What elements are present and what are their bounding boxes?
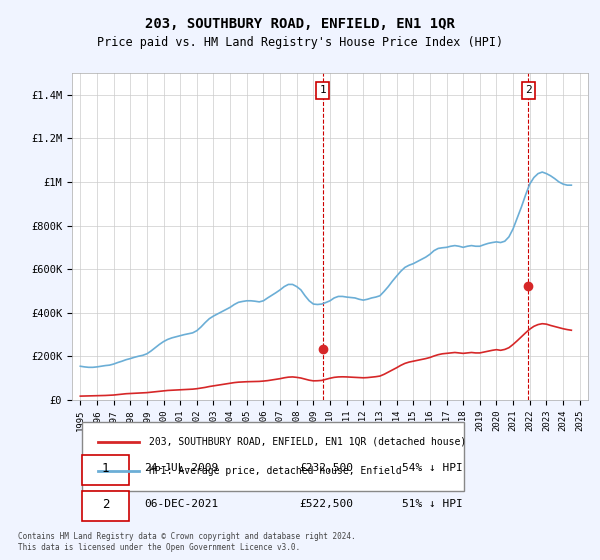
Text: 2: 2 — [102, 498, 109, 511]
Text: 51% ↓ HPI: 51% ↓ HPI — [402, 499, 463, 509]
Text: Price paid vs. HM Land Registry's House Price Index (HPI): Price paid vs. HM Land Registry's House … — [97, 36, 503, 49]
Text: 203, SOUTHBURY ROAD, ENFIELD, EN1 1QR (detached house): 203, SOUTHBURY ROAD, ENFIELD, EN1 1QR (d… — [149, 437, 467, 447]
Text: 06-DEC-2021: 06-DEC-2021 — [144, 499, 218, 509]
FancyBboxPatch shape — [82, 491, 129, 521]
Text: 24-JUL-2009: 24-JUL-2009 — [144, 464, 218, 473]
Text: 1: 1 — [319, 85, 326, 95]
Text: 1: 1 — [102, 462, 109, 475]
Text: 203, SOUTHBURY ROAD, ENFIELD, EN1 1QR: 203, SOUTHBURY ROAD, ENFIELD, EN1 1QR — [145, 17, 455, 31]
FancyBboxPatch shape — [82, 455, 129, 485]
Text: Contains HM Land Registry data © Crown copyright and database right 2024.
This d: Contains HM Land Registry data © Crown c… — [18, 532, 356, 552]
Text: 2: 2 — [525, 85, 532, 95]
Text: HPI: Average price, detached house, Enfield: HPI: Average price, detached house, Enfi… — [149, 466, 402, 477]
Text: 54% ↓ HPI: 54% ↓ HPI — [402, 464, 463, 473]
Text: £522,500: £522,500 — [299, 499, 353, 509]
Text: £232,500: £232,500 — [299, 464, 353, 473]
FancyBboxPatch shape — [82, 422, 464, 491]
